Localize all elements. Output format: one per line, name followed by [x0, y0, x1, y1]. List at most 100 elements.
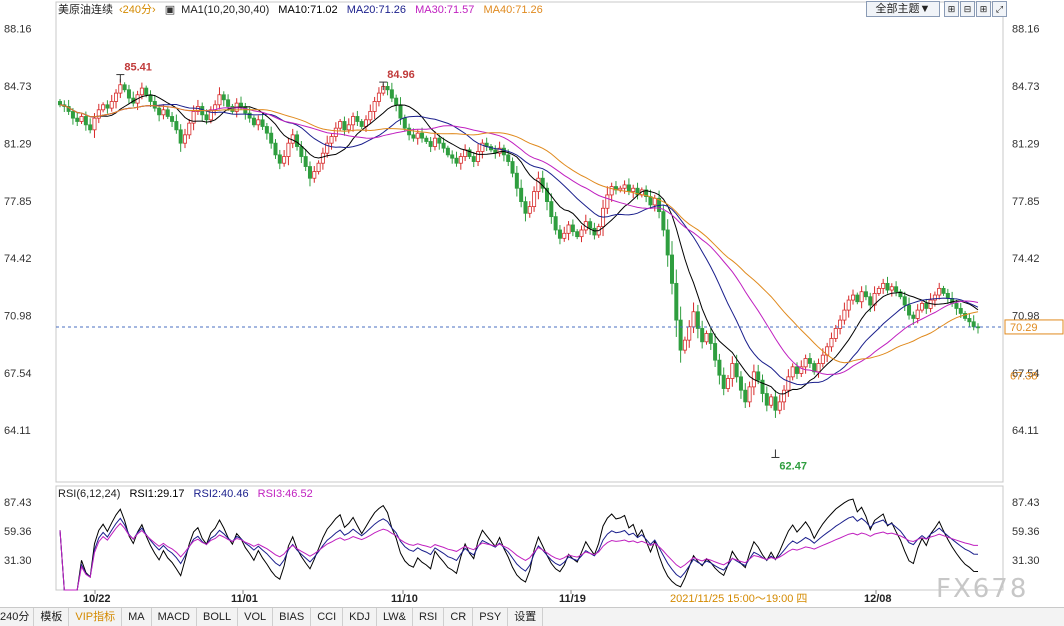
candle-body — [846, 299, 851, 311]
candle-body — [333, 127, 338, 137]
candle-body — [264, 126, 269, 134]
tab-kdj[interactable]: KDJ — [343, 608, 377, 626]
candle-body — [704, 333, 709, 343]
candle-body — [902, 296, 907, 306]
candle-body — [777, 401, 782, 411]
candle-body — [708, 333, 713, 344]
rsi-tick-label-left: 87.43 — [4, 497, 32, 509]
candle-body — [661, 211, 666, 231]
tab-cci[interactable]: CCI — [311, 608, 344, 626]
candle-body — [170, 116, 175, 122]
fullscreen-icon[interactable]: ⤢ — [992, 1, 1007, 17]
tab-macd[interactable]: MACD — [152, 608, 197, 626]
tab-rsi[interactable]: RSI — [413, 608, 445, 626]
candle-body — [471, 156, 476, 162]
candle-body — [355, 116, 360, 122]
theme-label: 全部主题 — [875, 3, 920, 15]
candle-body — [346, 124, 351, 131]
candle-body — [851, 294, 856, 301]
candle-body — [174, 121, 179, 131]
tab-settings[interactable]: 设置 — [508, 608, 544, 626]
candle-body — [402, 117, 407, 129]
candle-body — [743, 389, 748, 403]
theme-dropdown[interactable]: 全部主题▼ — [866, 1, 940, 17]
tab-boll[interactable]: BOLL — [197, 608, 239, 626]
candle-body — [351, 116, 356, 126]
candle-body — [445, 147, 450, 156]
candle-body — [747, 386, 752, 403]
candle-body — [967, 318, 972, 323]
candle-body — [786, 376, 791, 391]
candle-body — [842, 309, 847, 321]
ma30-value: MA30:71.57 — [415, 4, 475, 16]
candle-body — [738, 376, 743, 391]
tab-lw[interactable]: LW& — [377, 608, 413, 626]
candle-body — [394, 97, 399, 106]
tab-cr[interactable]: CR — [444, 608, 474, 626]
chevron-down-icon: ▼ — [919, 3, 931, 15]
candle-body — [872, 292, 877, 306]
tab-template[interactable]: 模板 — [34, 608, 70, 626]
price-tick-label-left: 88.16 — [4, 24, 32, 36]
price-tick-label-left: 67.54 — [4, 368, 32, 380]
candle-body — [915, 309, 920, 319]
candle-body — [476, 151, 481, 162]
x-tick-label: 10/22 — [83, 593, 111, 605]
candle-body — [618, 187, 623, 191]
candle-body — [230, 106, 235, 112]
ma-line-ma40 — [59, 104, 979, 364]
tab-period[interactable]: 240分 — [0, 608, 35, 626]
candle-body — [428, 141, 433, 147]
zoom-in-icon[interactable]: ⊞ — [944, 1, 959, 17]
candle-body — [316, 162, 321, 172]
candle-body — [545, 187, 550, 202]
candle-body — [109, 101, 114, 109]
current-price-label: 70.29 — [1010, 322, 1038, 334]
candle-body — [721, 374, 726, 389]
candle-body — [329, 136, 334, 144]
candle-body — [855, 294, 860, 303]
tab-vip[interactable]: VIP指标 — [69, 608, 123, 626]
candle-body — [480, 142, 485, 152]
candle-body — [70, 111, 75, 119]
tab-ma[interactable]: MA — [122, 608, 152, 626]
candle-body — [338, 121, 343, 129]
ma-line-ma20 — [59, 104, 979, 386]
ma-line-ma30 — [59, 104, 979, 376]
candle-body — [592, 227, 597, 236]
rsi-tick-label-left: 59.36 — [4, 526, 32, 538]
candle-body — [325, 142, 330, 154]
candle-body — [277, 154, 282, 164]
candle-body — [803, 358, 808, 368]
tab-bias[interactable]: BIAS — [273, 608, 312, 626]
candle-body — [269, 132, 274, 144]
candle-body — [527, 206, 532, 214]
price-chart[interactable]: 88.16 88.16 84.73 84.73 81.29 81.29 77.85 77.85… — [0, 0, 1064, 607]
grid-icon[interactable]: ⊞ — [976, 1, 991, 17]
candle-body — [389, 89, 394, 99]
candle-body — [299, 146, 304, 157]
candle-body — [139, 87, 144, 96]
candle-body — [187, 122, 192, 136]
candle-body — [424, 137, 429, 142]
period-label: ‹240分› — [119, 4, 156, 16]
candle-body — [273, 142, 278, 156]
candle-body — [807, 358, 812, 364]
candle-body — [881, 282, 886, 289]
zoom-out-icon[interactable]: ⊟ — [960, 1, 975, 17]
candle-body — [764, 393, 769, 406]
candle-body — [208, 109, 213, 121]
tab-psy[interactable]: PSY — [473, 608, 509, 626]
candle-body — [239, 102, 244, 107]
candle-body — [260, 119, 265, 127]
tab-vol[interactable]: VOL — [238, 608, 274, 626]
candle-body — [96, 109, 101, 119]
candle-body — [941, 287, 946, 294]
x-tick-label: 12/08 — [864, 593, 892, 605]
annotation-label: 85.41 — [124, 62, 152, 74]
rsi-panel-frame — [55, 485, 1004, 591]
rsi-tick-label-right: 87.43 — [1012, 497, 1040, 509]
candle-body — [609, 186, 614, 196]
candle-body — [226, 99, 231, 107]
candle-body — [458, 156, 463, 164]
